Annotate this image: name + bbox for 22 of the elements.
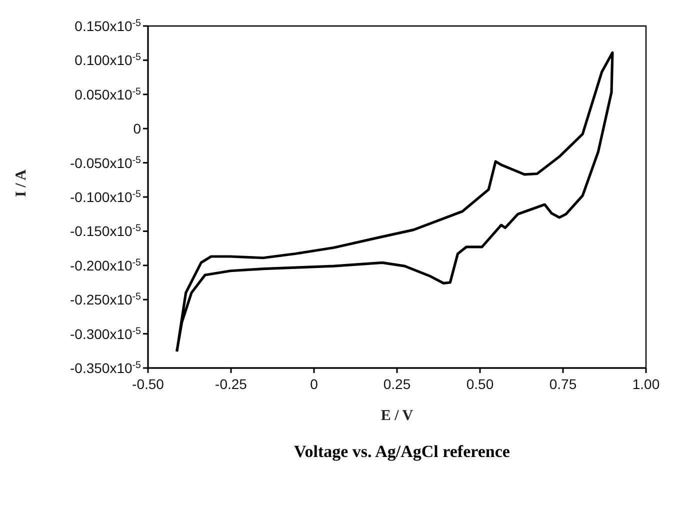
x-tick-label: 0 (310, 376, 318, 392)
y-tick-label: -0.100x10$^{-5}$ (70, 188, 142, 205)
x-tick-label: 0.50 (466, 376, 494, 392)
y-tick-label: -0.050x10$^{-5}$ (70, 154, 142, 171)
x-tick-label: 0.25 (383, 376, 411, 392)
y-axis-title: I / A (13, 169, 30, 197)
line-series (176, 51, 614, 353)
x-tick-label: 1.00 (632, 376, 660, 392)
y-tick-label: -0.300x10$^{-5}$ (70, 325, 142, 342)
x-tick-label: 0.75 (549, 376, 577, 392)
x-axis-title: E / V (380, 408, 414, 424)
y-tick-label: 0.150x10$^{-5}$ (74, 18, 142, 34)
y-tick-label: -0.250x10$^{-5}$ (70, 291, 142, 308)
y-tick-label: -0.350x10$^{-5}$ (70, 360, 142, 376)
y-tick-label: -0.150x10$^{-5}$ (70, 222, 142, 240)
x-tick-label: -0.50 (132, 376, 164, 392)
y-tick-label: -0.200x10$^{-5}$ (70, 256, 142, 274)
y-tick-label: 0 (133, 120, 142, 137)
y-tick-label: 0.100x10$^{-5}$ (74, 52, 142, 68)
x-tick-label: -0.25 (215, 376, 248, 392)
y-tick-label: 0.050x10$^{-5}$ (74, 86, 142, 102)
text: Voltage vs. Ag/AgCl reference (293, 442, 511, 462)
